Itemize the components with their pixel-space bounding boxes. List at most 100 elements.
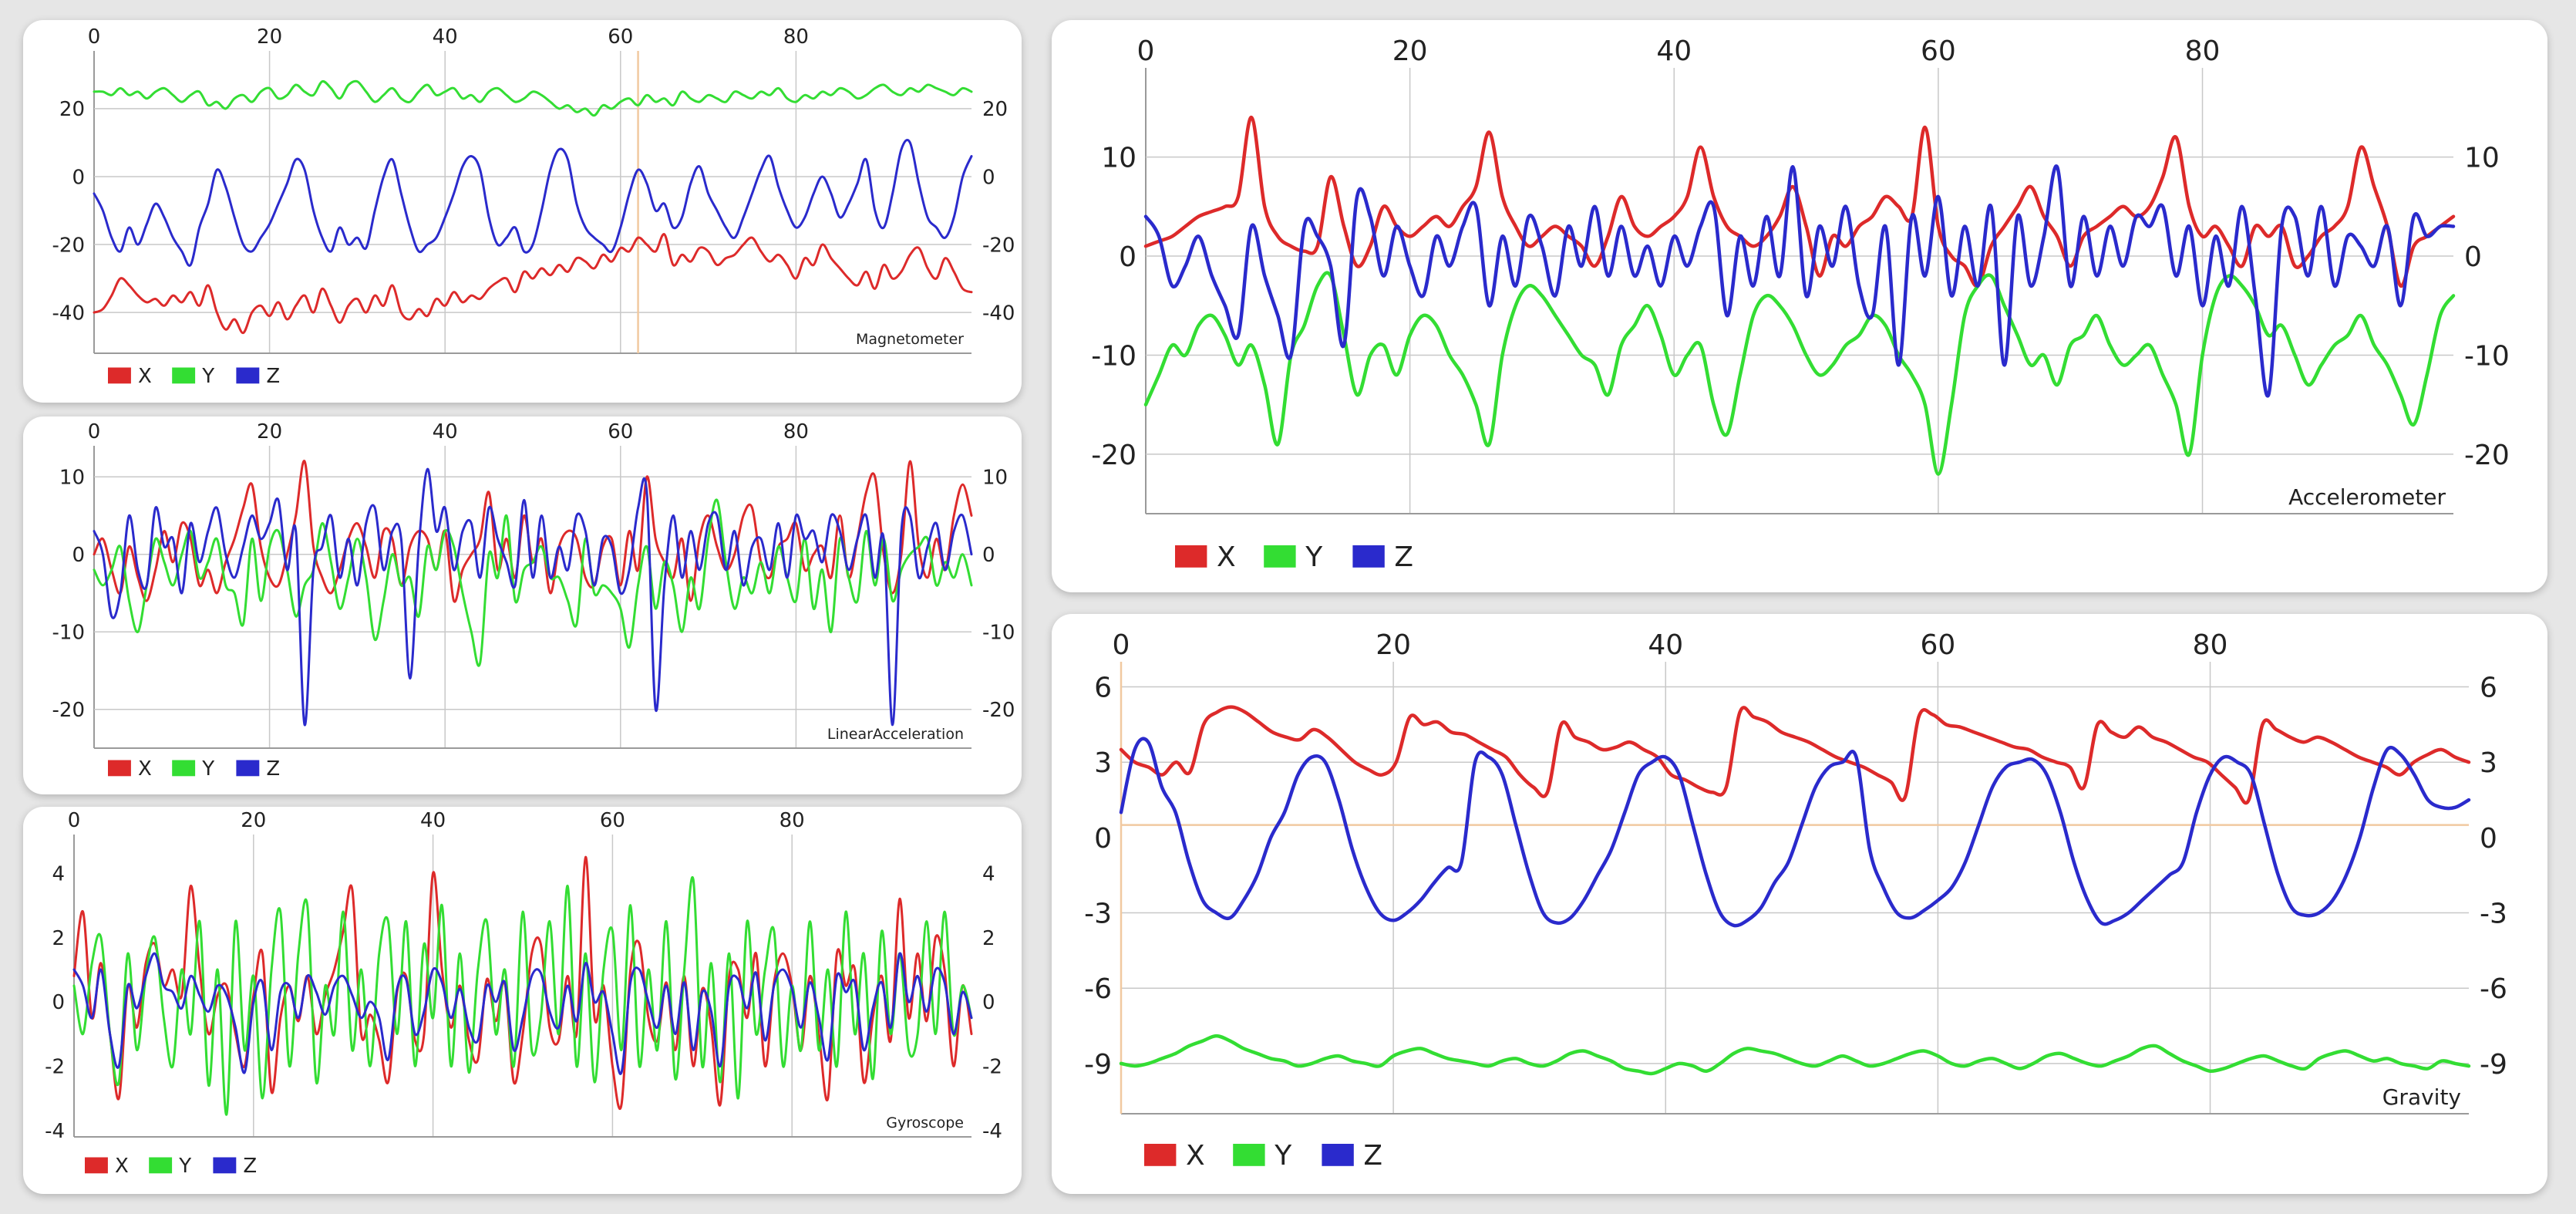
- x-tick-label: 40: [433, 25, 458, 49]
- y-tick-label-left: -10: [52, 622, 85, 645]
- series-line-x: [1119, 705, 2471, 805]
- y-tick-label-left: 20: [59, 98, 85, 121]
- y-tick-label-right: -40: [982, 302, 1015, 325]
- chart-title: Magnetometer: [856, 331, 964, 348]
- x-tick-label: 0: [88, 25, 101, 49]
- legend-label-y: Y: [1274, 1140, 1292, 1172]
- y-tick-label-right: 0: [982, 544, 995, 567]
- x-tick-label: 80: [783, 420, 809, 443]
- x-tick-label: 20: [257, 25, 282, 49]
- legend-swatch-x: [108, 760, 131, 777]
- y-tick-label-left: -4: [45, 1120, 65, 1143]
- y-tick-label-right: 2: [982, 927, 995, 950]
- accelerometer-panel: 0 20 40 60 80 10 10 0 0 -10 -10 -20 -20 Accelerometer…: [1052, 20, 2547, 592]
- y-tick-label-right: 3: [2480, 747, 2497, 779]
- legend-label-x: X: [138, 365, 152, 388]
- x-tick-label: 80: [783, 25, 809, 49]
- y-tick-label-left: -20: [1091, 440, 1136, 471]
- legend-label-x: X: [1217, 541, 1236, 573]
- legend-label-x: X: [1186, 1140, 1205, 1172]
- x-tick-label: 60: [608, 420, 633, 443]
- y-tick-label-right: -10: [2464, 340, 2510, 372]
- series-line-y: [93, 498, 973, 667]
- x-tick-label: 0: [88, 420, 101, 443]
- x-tick-label: 0: [1137, 35, 1155, 67]
- chart-title: Accelerometer: [2288, 484, 2446, 510]
- x-tick-label: 60: [608, 25, 633, 49]
- legend-label-y: Y: [178, 1155, 191, 1178]
- chart-title: LinearAcceleration: [827, 726, 964, 743]
- y-tick-label-right: 20: [982, 98, 1008, 121]
- y-tick-label-left: -20: [52, 699, 85, 722]
- y-tick-label-left: -2: [45, 1056, 65, 1079]
- legend-label-z: Z: [266, 365, 280, 388]
- legend-label-y: Y: [1305, 541, 1323, 573]
- y-tick-label-left: 0: [72, 544, 85, 567]
- legend-swatch-y: [172, 760, 196, 777]
- gyroscope-panel: 0 20 40 60 80 4 4 2 2 0 0 -2 -2 -4 -4 Gyroscope X Y Z: [23, 807, 1022, 1194]
- linear-acceleration-chart: 0 20 40 60 80 10 10 0 0 -10 -10 -20 -20 LinearAcceler…: [52, 420, 1015, 781]
- x-tick-label: 20: [1392, 35, 1428, 67]
- x-tick-label: 60: [1920, 629, 1955, 661]
- y-tick-label-right: -20: [982, 234, 1015, 257]
- series-line-y: [72, 876, 973, 1116]
- y-tick-label-left: -20: [52, 234, 85, 257]
- y-tick-label-right: 4: [982, 862, 995, 885]
- y-tick-label-left: 0: [1119, 241, 1136, 273]
- x-tick-label: 0: [68, 809, 81, 832]
- series-line-y: [1119, 1034, 2471, 1076]
- series-line-x: [93, 233, 973, 335]
- y-tick-label-left: 6: [1094, 673, 1112, 704]
- y-tick-label-right: -2: [982, 1056, 1002, 1079]
- x-tick-label: 20: [257, 420, 282, 443]
- legend-label-z: Z: [1394, 541, 1413, 573]
- y-tick-label-left: 0: [52, 991, 65, 1014]
- legend-label-y: Y: [201, 365, 214, 388]
- y-tick-label-left: 0: [72, 166, 85, 189]
- y-tick-label-right: 0: [2480, 823, 2497, 855]
- y-tick-label-left: -40: [52, 302, 85, 325]
- y-tick-label-left: 10: [59, 467, 85, 490]
- legend-swatch-z: [213, 1157, 237, 1174]
- legend-swatch-z: [1322, 1144, 1354, 1166]
- legend-label-z: Z: [243, 1155, 257, 1178]
- y-tick-label-right: -10: [982, 622, 1015, 645]
- y-tick-label-right: -4: [982, 1120, 1002, 1143]
- legend-swatch-x: [85, 1157, 108, 1174]
- y-tick-label-right: -20: [982, 699, 1015, 722]
- legend-swatch-x: [1144, 1144, 1177, 1166]
- y-tick-label-right: 10: [982, 467, 1008, 490]
- series-line-z: [93, 467, 973, 727]
- x-tick-label: 80: [2193, 629, 2228, 661]
- legend-swatch-z: [236, 760, 260, 777]
- y-tick-label-right: 0: [982, 166, 995, 189]
- y-tick-label-right: 0: [2464, 241, 2482, 273]
- y-tick-label-right: -6: [2480, 973, 2507, 1005]
- y-tick-label-right: -20: [2464, 440, 2510, 471]
- x-tick-label: 60: [1921, 35, 1956, 67]
- gravity-panel: 0 20 40 60 80 6 6 3 3 0 0 -3 -3 -6 -6 -9 -9 Gravity X Y Z: [1052, 614, 2547, 1194]
- legend-swatch-y: [1233, 1144, 1265, 1166]
- chart-title: Gravity: [2382, 1084, 2461, 1110]
- x-tick-label: 40: [1648, 629, 1683, 661]
- x-tick-label: 20: [1376, 629, 1411, 661]
- legend-swatch-y: [172, 367, 196, 384]
- x-tick-label: 40: [420, 809, 446, 832]
- x-tick-label: 80: [780, 809, 805, 832]
- y-tick-label-left: -3: [1084, 899, 1112, 930]
- x-tick-label: 20: [241, 809, 266, 832]
- legend-label-z: Z: [1363, 1140, 1382, 1172]
- series-line-z: [1119, 737, 2471, 928]
- legend-swatch-y: [1264, 545, 1296, 568]
- series-line-y: [93, 79, 973, 117]
- linear-acceleration-panel: 0 20 40 60 80 10 10 0 0 -10 -10 -20 -20 LinearAcceler…: [23, 416, 1022, 794]
- series-line-z: [1143, 164, 2456, 398]
- series-line-z: [72, 952, 973, 1075]
- x-tick-label: 60: [600, 809, 625, 832]
- series-line-x: [93, 460, 973, 603]
- y-tick-label-left: -10: [1091, 340, 1136, 372]
- legend-swatch-x: [108, 367, 131, 384]
- y-tick-label-left: -9: [1084, 1049, 1112, 1081]
- y-tick-label-right: -3: [2480, 899, 2507, 930]
